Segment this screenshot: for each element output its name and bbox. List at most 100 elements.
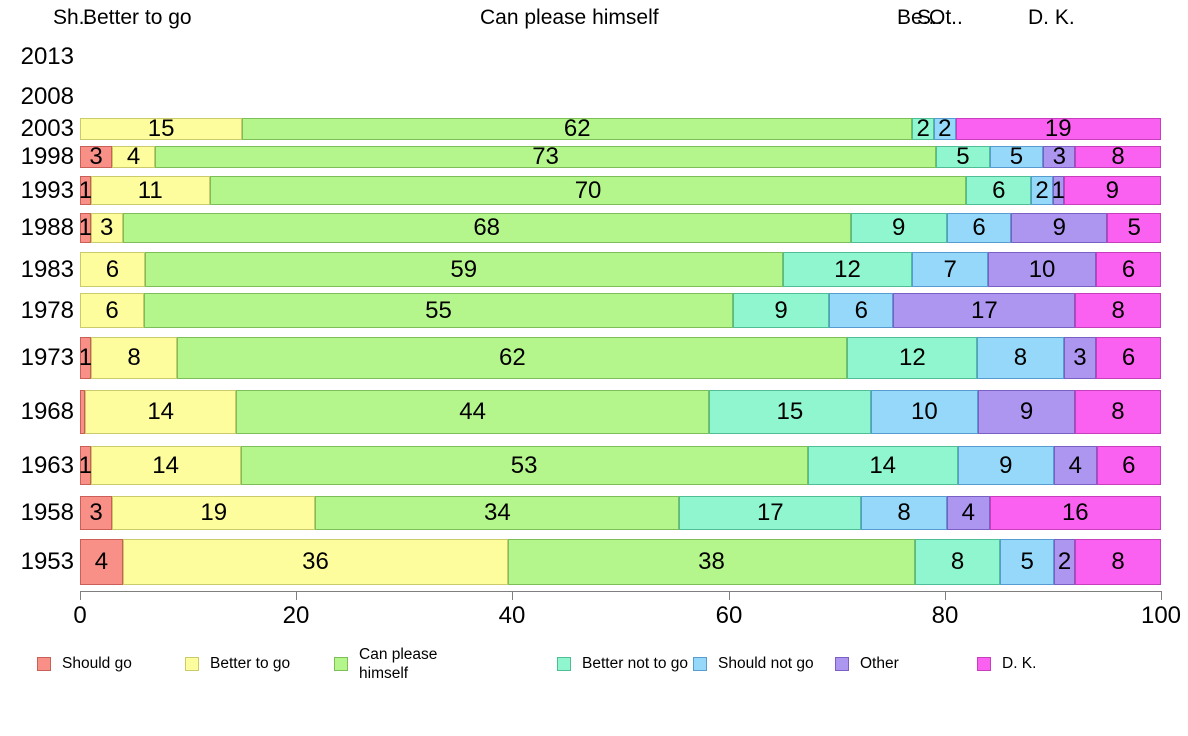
segment-value: 62: [499, 344, 526, 371]
bar-segment: 62: [177, 337, 848, 379]
segment-value: 53: [510, 451, 538, 479]
bar-segment: 9: [850, 213, 947, 243]
segment-value: 4: [961, 499, 975, 526]
bar-segment: 17: [893, 293, 1076, 328]
year-label: 1998: [20, 143, 74, 170]
bar-segment: 1: [79, 213, 92, 243]
bar-segment: 2: [1031, 176, 1053, 205]
segment-value: 8: [897, 499, 911, 526]
segment-value: 12: [834, 255, 861, 283]
x-tick-label: 40: [498, 602, 526, 629]
legend-label: Should not go: [718, 655, 814, 673]
bar-segment: 38: [508, 539, 915, 585]
legend-item: Can please himself: [334, 638, 459, 690]
segment-value: 15: [776, 398, 804, 425]
bar-row-1958: 3 19 34 17 8 4 16: [80, 496, 1161, 530]
segment-value: 2: [916, 115, 930, 142]
legend-item: Should not go: [693, 638, 814, 690]
segment-value: 19: [200, 499, 228, 526]
bar-segment: 9: [1063, 176, 1161, 205]
bar-segment: 3: [1063, 337, 1097, 379]
x-tick: [296, 591, 297, 600]
segment-value: 1: [78, 344, 93, 371]
legend-item: Better to go: [185, 638, 290, 690]
segment-value: 9: [774, 296, 788, 324]
bar-segment: 17: [679, 496, 862, 530]
bar-row-1988: 1 3 68 9 6 9 5: [79, 213, 1161, 243]
segment-value: 2: [938, 115, 952, 142]
bar-segment: 16: [989, 496, 1161, 530]
segment-value: 38: [698, 548, 725, 575]
segment-value: 9: [1019, 398, 1034, 425]
year-label: 1968: [20, 398, 74, 425]
segment-value: 16: [1061, 499, 1089, 526]
bar-segment: 1: [1052, 176, 1065, 205]
segment-value: 6: [1122, 451, 1136, 479]
bar-segment: 3: [90, 213, 123, 243]
segment-value: 6: [1121, 344, 1136, 371]
bar-segment: 12: [847, 337, 978, 379]
segment-value: 9: [892, 214, 906, 241]
bar-segment: 14: [807, 446, 958, 485]
bar-segment: 4: [112, 143, 155, 170]
segment-value: 3: [89, 499, 103, 526]
legend-swatch-icon: [185, 657, 199, 671]
bar-segment: 14: [90, 446, 241, 485]
segment-value: 12: [898, 344, 926, 371]
bar-row-2003: 15 62 2 2 19: [80, 115, 1161, 142]
segment-value: 9: [999, 451, 1013, 479]
bar-segment: 11: [90, 176, 210, 205]
segment-value: 5: [956, 143, 970, 170]
bar-segment: 53: [240, 446, 808, 485]
bar-segment: 4: [80, 539, 123, 585]
legend-item: D. K.: [977, 638, 1036, 690]
segment-value: 5: [1020, 548, 1034, 575]
bar-segment: 3: [80, 145, 113, 169]
segment-value: 1: [78, 176, 93, 204]
segment-value: 6: [854, 296, 868, 324]
x-tick-label: 20: [282, 602, 310, 629]
bar-segment: 6: [966, 176, 1032, 205]
bar-row-1978: 6 55 9 6 17 8: [80, 293, 1161, 328]
segment-value: 7: [943, 255, 957, 283]
year-label: 1993: [20, 176, 74, 204]
segment-value: 9: [1105, 176, 1119, 204]
segment-value: 70: [574, 176, 602, 204]
segment-value: 4: [126, 143, 141, 170]
segment-value: 8: [1013, 344, 1028, 371]
segment-value: 4: [1068, 451, 1082, 479]
x-tick-label: 100: [1140, 602, 1182, 629]
segment-value: 44: [459, 398, 486, 425]
segment-value: 34: [484, 499, 511, 526]
bar-segment: 36: [122, 539, 509, 585]
segment-value: 3: [1073, 344, 1087, 371]
legend-swatch-icon: [977, 657, 991, 671]
header-label: Sh..: [53, 6, 91, 29]
legend-item: Other: [835, 638, 899, 690]
year-label: 1953: [20, 548, 74, 575]
segment-value: 8: [950, 548, 965, 575]
segment-value: 17: [970, 296, 998, 324]
legend: Should go Better to go Can please himself B…: [0, 638, 1188, 698]
segment-value: 14: [152, 451, 179, 479]
segment-value: 4: [94, 548, 109, 575]
bar-segment: 19: [112, 496, 316, 530]
segment-value: 59: [450, 255, 478, 283]
bar-row-1963: 1 14 53 14 9 4 6: [79, 446, 1161, 485]
bar-segment: 6: [1096, 252, 1161, 287]
segment-value: 3: [100, 214, 114, 241]
bar-segment: 10: [988, 252, 1097, 287]
segment-value: 73: [532, 143, 559, 170]
bar-segment: 4: [946, 496, 990, 530]
year-label: 1983: [20, 255, 74, 283]
segment-value: 36: [302, 548, 329, 575]
bar-segment: 6: [80, 252, 145, 287]
bar-row-1983: 6 59 12 7 10 6: [80, 252, 1161, 287]
bar-row-1973: 1 8 62 12 8 3 6: [78, 337, 1161, 379]
bar-segment: 2: [933, 115, 956, 142]
bar-segment: 2: [912, 115, 934, 142]
header-label: S..: [917, 6, 943, 29]
segment-value: 2: [1057, 548, 1072, 575]
bar-segment: 70: [209, 176, 967, 205]
